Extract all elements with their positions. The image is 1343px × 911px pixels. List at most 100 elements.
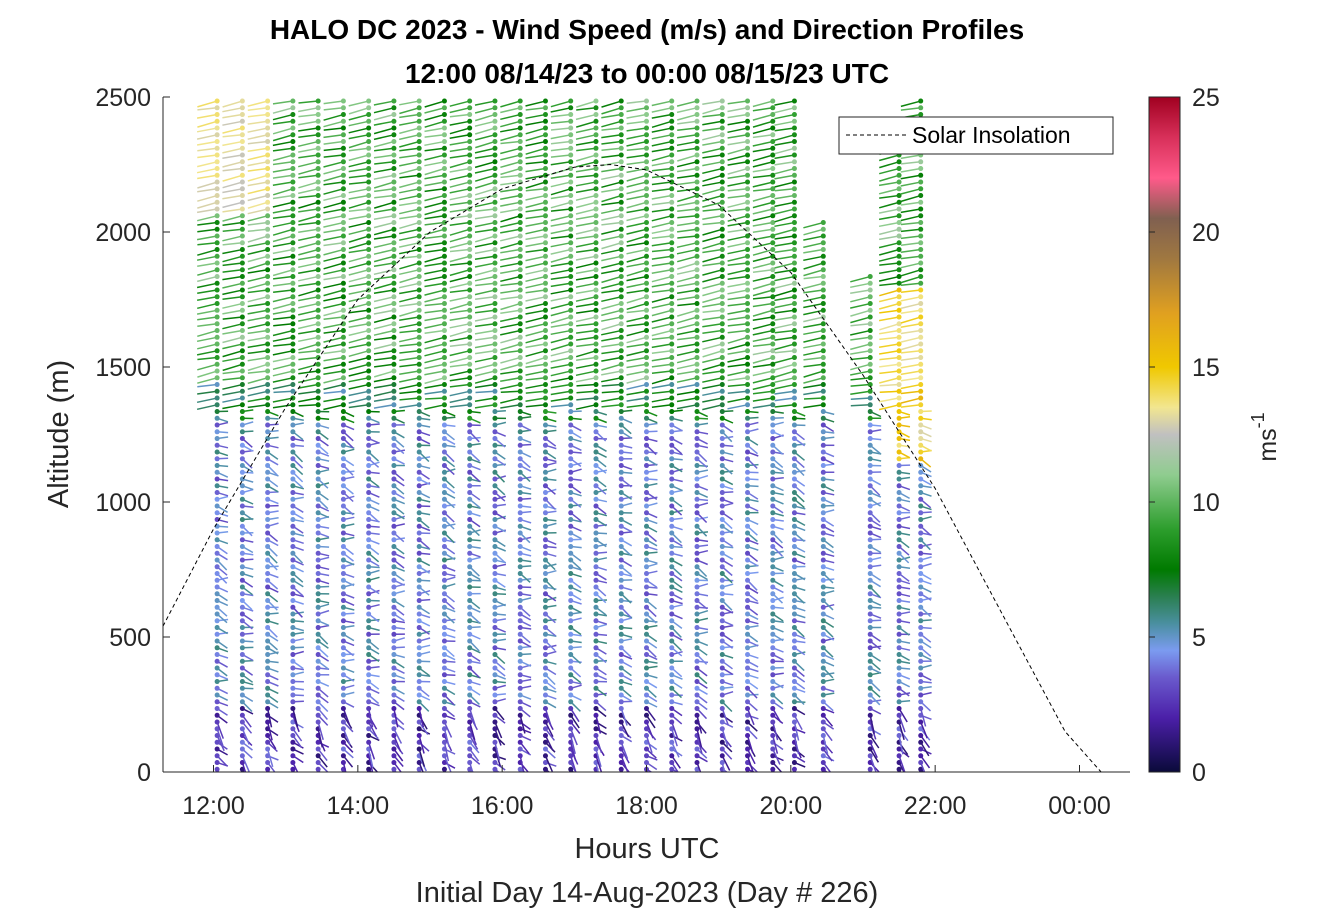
wind-barb-dot xyxy=(745,463,751,469)
wind-barb-staff xyxy=(626,208,647,214)
wind-barb-dot xyxy=(791,152,797,158)
wind-barb-staff xyxy=(298,302,319,309)
wind-barb-dot xyxy=(694,442,700,448)
wind-barb-staff xyxy=(449,363,470,368)
wind-barb-staff xyxy=(424,296,445,303)
wind-barb-dot xyxy=(791,591,797,597)
wind-barb-staff xyxy=(620,742,629,760)
wind-barb-dot xyxy=(745,442,751,448)
wind-barb-dot xyxy=(416,361,422,367)
wind-barb-dot xyxy=(568,233,574,239)
wind-barb-dot xyxy=(315,449,321,455)
wind-barb-dot xyxy=(467,571,473,577)
wind-barb-dot xyxy=(644,530,649,536)
wind-barb-dot xyxy=(239,645,245,651)
wind-barb-staff xyxy=(449,127,470,135)
wind-barb-dot xyxy=(669,456,675,462)
wind-barb-dot xyxy=(517,712,523,718)
wind-barb-dot xyxy=(791,685,797,691)
wind-barb-dot xyxy=(391,726,397,732)
wind-barb-staff xyxy=(222,397,243,403)
wind-barb-staff xyxy=(774,221,795,228)
wind-barb-dot xyxy=(239,550,245,556)
wind-barb-dot xyxy=(694,652,700,658)
wind-barb-staff xyxy=(550,228,571,235)
wind-barb-dot xyxy=(618,382,624,388)
wind-barb-dot xyxy=(340,645,346,651)
wind-barb-dot xyxy=(644,98,649,104)
wind-barb-dot xyxy=(593,469,599,475)
wind-barb-staff xyxy=(576,323,597,327)
wind-barb-dot xyxy=(644,625,649,631)
wind-barb-dot xyxy=(214,314,220,320)
wind-barb-dot xyxy=(791,213,797,219)
wind-barb-dot xyxy=(265,692,271,698)
wind-barb-dot xyxy=(492,415,498,421)
wind-barb-dot xyxy=(416,766,422,772)
wind-barb-dot xyxy=(770,105,776,111)
wind-barb-dot xyxy=(694,544,700,550)
wind-barb-dot xyxy=(770,159,776,165)
wind-barb-dot xyxy=(441,193,447,199)
wind-barb-dot xyxy=(290,564,296,570)
wind-barb-dot xyxy=(694,665,700,671)
wind-barb-dot xyxy=(694,672,700,678)
wind-barb-staff xyxy=(500,350,521,354)
wind-barb-dot xyxy=(340,706,346,712)
wind-barb-dot xyxy=(441,544,447,550)
wind-barb-dot xyxy=(791,483,797,489)
wind-barb-dot xyxy=(391,557,397,563)
wind-barb-dot xyxy=(517,415,523,421)
wind-barb-dot xyxy=(265,699,271,705)
wind-barb-dot xyxy=(340,240,346,246)
wind-barb-staff xyxy=(272,100,294,105)
wind-barb-dot xyxy=(542,544,548,550)
wind-barb-staff xyxy=(292,762,299,772)
wind-barb-dot xyxy=(416,476,422,482)
wind-barb-dot xyxy=(265,537,271,543)
wind-barb-dot xyxy=(791,652,797,658)
wind-barb-dot xyxy=(618,571,624,577)
wind-barb-dot xyxy=(542,571,548,577)
wind-barb-dot xyxy=(315,166,321,172)
wind-barb-staff xyxy=(298,255,319,261)
wind-barb-staff xyxy=(500,343,521,351)
wind-barb-dot xyxy=(492,429,498,435)
wind-barb-dot xyxy=(791,220,797,226)
wind-barb-dot xyxy=(542,699,548,705)
wind-barb-dot xyxy=(340,375,346,381)
wind-barb-staff xyxy=(272,127,294,135)
wind-barb-dot xyxy=(694,267,700,273)
wind-barb-dot xyxy=(694,550,700,556)
wind-barb-dot xyxy=(618,760,624,766)
wind-barb-dot xyxy=(416,625,422,631)
wind-barb-staff xyxy=(601,161,622,167)
wind-barb-staff xyxy=(702,208,723,212)
wind-barb-dot xyxy=(517,537,523,543)
wind-barb-dot xyxy=(517,631,523,637)
wind-barb-dot xyxy=(593,456,599,462)
wind-barb-dot xyxy=(214,442,220,448)
wind-barb-dot xyxy=(366,469,372,475)
wind-barb-dot xyxy=(719,564,725,570)
wind-barb-dot xyxy=(265,469,271,475)
wind-barb-dot xyxy=(820,220,826,226)
wind-barb-dot xyxy=(492,706,498,712)
wind-barb-dot xyxy=(542,658,548,664)
wind-barb-dot xyxy=(340,544,346,550)
wind-barb-staff xyxy=(474,363,496,371)
wind-barb-staff xyxy=(474,188,496,196)
wind-barb-staff xyxy=(373,107,395,114)
wind-barb-staff xyxy=(449,248,470,253)
wind-barb-dot xyxy=(568,766,574,772)
wind-barb-dot xyxy=(290,429,296,435)
wind-barb-dot xyxy=(517,571,523,577)
wind-barb-dot xyxy=(441,456,447,462)
wind-barb-dot xyxy=(517,388,523,394)
wind-barb-dot xyxy=(214,118,220,124)
wind-barb-staff xyxy=(298,329,319,335)
wind-barb-staff xyxy=(247,397,268,403)
wind-barb-dot xyxy=(820,625,826,631)
wind-barb-dot xyxy=(669,429,675,435)
wind-barb-dot xyxy=(315,199,321,205)
